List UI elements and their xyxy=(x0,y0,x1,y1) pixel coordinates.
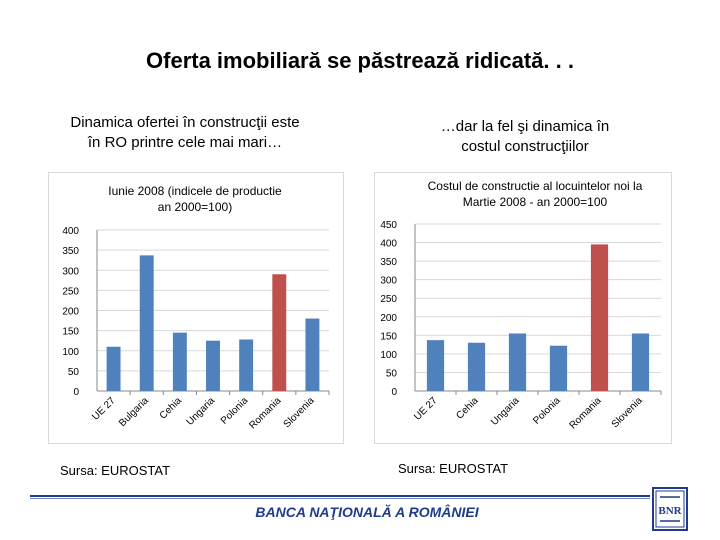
y-tick-label: 200 xyxy=(380,313,397,324)
bar-romania xyxy=(590,244,609,391)
y-tick-label: 400 xyxy=(380,239,397,250)
y-tick-label: 350 xyxy=(380,257,397,268)
x-tick-label: Polonia xyxy=(219,395,251,427)
x-tick-label: Romania xyxy=(247,395,283,431)
x-tick-label: Cehia xyxy=(454,395,481,422)
x-tick-label: Bulgaria xyxy=(117,395,151,429)
y-tick-label: 250 xyxy=(62,286,79,297)
x-tick-label: UE 27 xyxy=(90,395,118,423)
chart-title-line: Iunie 2008 (indicele de productie xyxy=(108,184,282,198)
bar-ungaria xyxy=(508,333,527,391)
bnr-logo-icon: BNR xyxy=(652,487,688,531)
y-tick-label: 100 xyxy=(62,347,79,358)
x-tick-label: Slovenia xyxy=(610,395,645,430)
bar-ungaria xyxy=(206,340,220,391)
x-tick-label: Ungaria xyxy=(489,395,522,428)
construction-cost-chart-svg: Costul de constructie al locuintelor noi… xyxy=(380,179,662,431)
production-index-chart-svg: Iunie 2008 (indicele de productie an 2000… xyxy=(62,184,330,431)
x-tick-label: Slovenia xyxy=(282,395,317,430)
y-tick-label: 200 xyxy=(62,307,79,318)
y-tick-label: 50 xyxy=(68,367,80,378)
right-heading-line-1: …dar la fel şi dinamica în xyxy=(440,118,610,135)
left-column-heading: Dinamica ofertei în construcţii este în … xyxy=(30,113,340,153)
bar-cehia xyxy=(172,332,187,391)
bar-polonia xyxy=(549,345,568,391)
chart-title-line: Costul de constructie al locuintelor noi… xyxy=(428,179,643,193)
left-source-note: Sursa: EUROSTAT xyxy=(60,463,171,478)
x-tick-label: Ungaria xyxy=(185,395,218,428)
bar-slovenia xyxy=(631,333,650,391)
right-heading-line-2: costul construcţiilor xyxy=(461,138,589,155)
left-heading-line-1: Dinamica ofertei în construcţii este xyxy=(70,114,300,131)
y-tick-label: 150 xyxy=(380,331,397,342)
bar-cehia xyxy=(467,342,486,391)
slide-title: Oferta imobiliară se păstrează ridicată.… xyxy=(146,48,574,73)
bank-name: BANCA NAŢIONALĂ A ROMÂNIEI xyxy=(255,504,479,520)
x-tick-label: UE 27 xyxy=(412,395,440,423)
x-tick-label: Romania xyxy=(568,395,604,431)
y-tick-label: 300 xyxy=(62,266,79,277)
right-source-note: Sursa: EUROSTAT xyxy=(398,461,509,476)
footer-rule-thin xyxy=(30,498,650,499)
y-tick-label: 150 xyxy=(62,327,79,338)
y-tick-label: 250 xyxy=(380,294,397,305)
bar-slovenia xyxy=(305,318,320,391)
bar-romania xyxy=(272,274,287,391)
bar-ue-27 xyxy=(106,346,121,391)
svg-text:BNR: BNR xyxy=(658,505,682,517)
footer-rule xyxy=(30,495,650,497)
x-tick-label: Polonia xyxy=(531,395,563,427)
right-column-heading: …dar la fel şi dinamica în costul constr… xyxy=(370,117,680,157)
y-tick-label: 0 xyxy=(73,387,79,398)
y-tick-label: 450 xyxy=(380,220,397,231)
chart-title-line: Martie 2008 - an 2000=100 xyxy=(463,195,608,209)
bar-polonia xyxy=(239,339,254,391)
production-index-chart: Iunie 2008 (indicele de productie an 2000… xyxy=(48,172,344,444)
y-tick-label: 50 xyxy=(386,368,398,379)
bar-bulgaria xyxy=(139,255,154,391)
y-tick-label: 400 xyxy=(62,226,79,237)
y-tick-label: 100 xyxy=(380,350,397,361)
bar-ue-27 xyxy=(426,340,445,391)
y-tick-label: 350 xyxy=(62,246,79,257)
y-tick-label: 300 xyxy=(380,276,397,287)
left-heading-line-2: în RO printre cele mai mari… xyxy=(87,134,283,151)
x-tick-label: Cehia xyxy=(158,395,185,422)
y-tick-label: 0 xyxy=(391,387,397,398)
construction-cost-chart: Costul de constructie al locuintelor noi… xyxy=(374,172,672,444)
chart-title-line: an 2000=100) xyxy=(158,200,232,214)
